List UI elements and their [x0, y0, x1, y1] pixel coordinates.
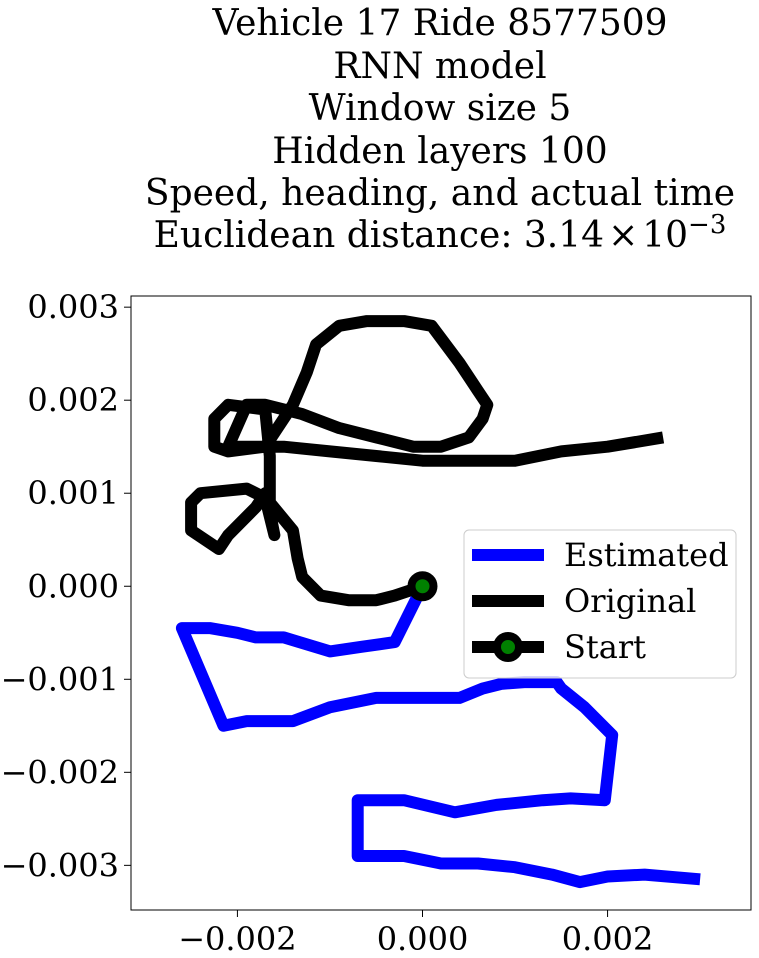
start-marker: [407, 571, 438, 602]
x-tick-label: 0.000: [377, 920, 469, 958]
title-line-1: Vehicle 17 Ride 8577509: [211, 3, 667, 44]
title-line-5: Speed, heading, and actual time: [145, 173, 735, 214]
x-tick-label: 0.002: [562, 920, 654, 958]
series-layer: [175, 315, 701, 889]
title-line-3: Window size 5: [309, 88, 572, 129]
series-line-estimated: [175, 583, 701, 889]
title-line-2: RNN model: [333, 46, 546, 87]
legend-label-start: Start: [564, 628, 646, 666]
title-line-6: Euclidean distance: 3.14 × 10−3: [154, 210, 727, 256]
chart-title: Vehicle 17 Ride 8577509 RNN model Window…: [145, 3, 735, 256]
y-tick-label: 0.002: [27, 381, 119, 419]
y-tick-label: 0.000: [27, 567, 119, 605]
series-line-original: [185, 315, 665, 607]
legend-marker-start: [493, 632, 523, 662]
y-axis: 0.003 0.002 0.001 0.000 −0.001 −0.002 −0.003: [1, 288, 131, 884]
legend: Estimated Original Start: [463, 529, 737, 679]
plot-frame: [130, 295, 752, 911]
title-distance-times: ×: [608, 215, 638, 256]
title-distance-exponent: −3: [688, 210, 726, 240]
legend-label-original: Original: [564, 582, 696, 620]
x-tick-label: −0.002: [178, 920, 296, 958]
y-tick-label: 0.001: [27, 474, 119, 512]
y-tick-label: −0.001: [1, 660, 119, 698]
title-distance-prefix: Euclidean distance: 3.14: [154, 215, 604, 256]
y-tick-label: −0.002: [1, 753, 119, 791]
title-distance-base: 10: [642, 215, 688, 256]
x-axis: −0.002 0.000 0.002: [178, 910, 653, 958]
y-tick-label: −0.003: [1, 846, 119, 884]
y-tick-label: 0.003: [27, 288, 119, 326]
title-line-4: Hidden layers 100: [272, 131, 607, 172]
legend-label-estimated: Estimated: [564, 536, 729, 574]
